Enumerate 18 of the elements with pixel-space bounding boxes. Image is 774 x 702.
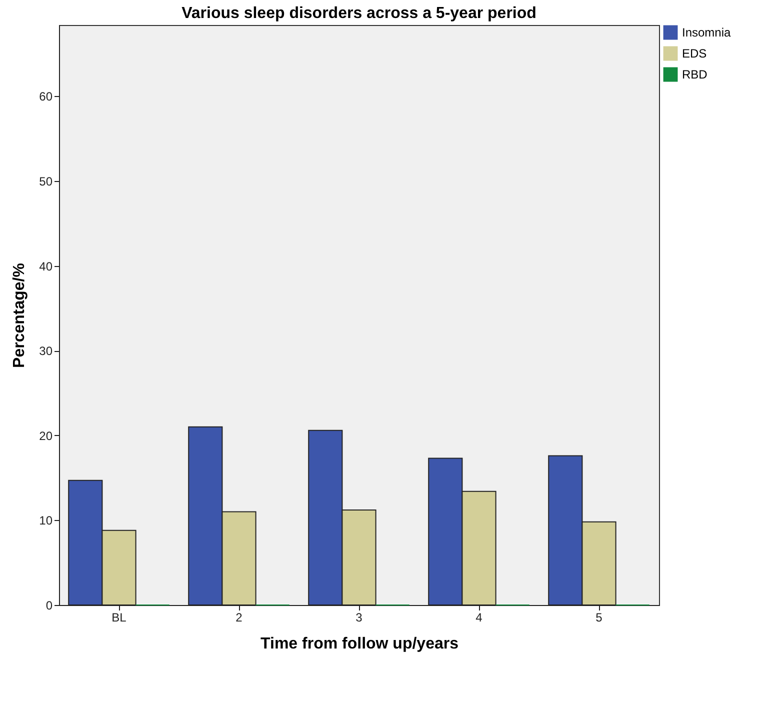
y-tick-label: 60 <box>39 90 53 104</box>
chart-title: Various sleep disorders across a 5-year period <box>182 5 536 22</box>
x-tick-label: BL <box>112 610 127 624</box>
y-tick-label: 0 <box>46 598 53 612</box>
y-axis-title: Percentage/% <box>11 263 28 368</box>
legend-label: Insomnia <box>682 26 732 40</box>
x-tick-label: 2 <box>236 610 243 624</box>
x-tick-label: 4 <box>476 610 483 624</box>
y-tick-label: 10 <box>39 514 53 528</box>
y-tick-label: 50 <box>39 174 53 189</box>
x-tick-label: 3 <box>356 610 363 624</box>
legend-label: EDS <box>682 46 707 60</box>
y-tick-label: 30 <box>39 344 53 358</box>
legend-label: RBD <box>682 68 708 82</box>
y-tick-label: 20 <box>39 428 53 443</box>
x-tick-label: 5 <box>596 610 603 624</box>
y-tick-label: 40 <box>39 259 53 274</box>
x-axis-title: Time from follow up/years <box>260 636 459 652</box>
